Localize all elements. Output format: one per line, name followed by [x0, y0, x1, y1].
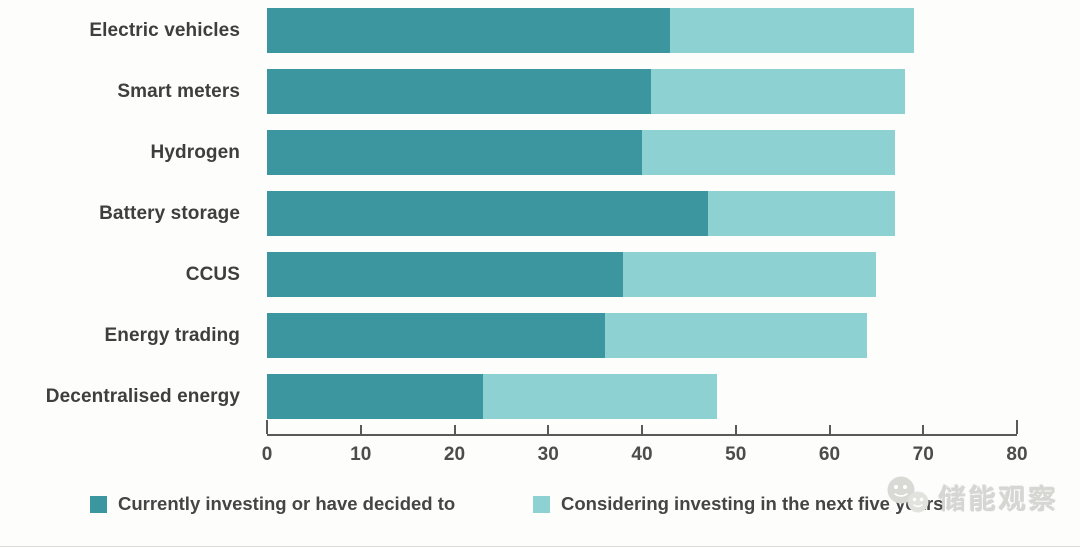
axis-tick-label: 50	[725, 444, 747, 465]
axis-tick	[922, 425, 925, 434]
bar-track	[267, 8, 914, 53]
axis-end-cap	[266, 420, 268, 434]
legend-item-considering-investing: Considering investing in the next five y…	[533, 490, 943, 518]
bar-segment-currently-investing	[267, 191, 708, 236]
bottom-edge-line	[0, 546, 1080, 547]
category-label: Decentralised energy	[45, 386, 240, 407]
axis-tick-label: 60	[818, 444, 841, 465]
bar-track	[267, 69, 905, 114]
bar-row: Battery storage	[0, 191, 1080, 236]
bar-segment-currently-investing	[267, 313, 605, 358]
bar-track	[267, 374, 717, 419]
bar-segment-considering-investing	[707, 191, 896, 236]
bar-row: Energy trading	[0, 313, 1080, 358]
axis-tick	[453, 425, 456, 434]
category-label: CCUS	[185, 264, 240, 285]
axis-tick	[828, 425, 831, 434]
category-label: Smart meters	[117, 81, 240, 102]
category-label: Energy trading	[104, 325, 240, 346]
legend-item-currently-investing: Currently investing or have decided to	[90, 490, 455, 518]
bar-segment-currently-investing	[267, 130, 642, 175]
legend-label-currently-investing: Currently investing or have decided to	[118, 493, 456, 514]
bar-segment-considering-investing	[642, 130, 896, 175]
legend-swatch-currently-investing	[90, 495, 107, 513]
x-axis: 0 10 20 30 40 50 60 70 80	[262, 420, 1028, 476]
axis-tick	[641, 425, 643, 434]
axis-tick-label: 80	[1006, 444, 1028, 465]
axis-tick-label: 0	[261, 444, 273, 465]
bar-track	[267, 130, 896, 175]
bar-segment-considering-investing	[670, 8, 914, 53]
axis-tick-label: 10	[350, 444, 372, 465]
legend-label-considering-investing: Considering investing in the next five y…	[561, 493, 944, 514]
axis-tick-label: 40	[631, 444, 653, 465]
bar-track	[267, 252, 877, 297]
bar-row: Electric vehicles	[0, 8, 1080, 53]
bar-row: Hydrogen	[0, 130, 1080, 175]
axis-tick-label: 30	[537, 444, 559, 465]
x-axis-line	[267, 434, 1017, 436]
axis-end-cap	[1016, 420, 1018, 434]
category-label: Hydrogen	[150, 142, 240, 163]
category-label: Electric vehicles	[89, 20, 240, 41]
bar-segment-considering-investing	[482, 374, 717, 419]
bar-row: Decentralised energy	[0, 374, 1080, 419]
chart-rows: Electric vehicles Smart meters Hydrogen Bat…	[0, 8, 1080, 419]
bar-segment-currently-investing	[267, 69, 652, 114]
bar-segment-considering-investing	[604, 313, 867, 358]
legend: Currently investing or have decided to C…	[0, 490, 1080, 518]
bar-segment-considering-investing	[651, 69, 905, 114]
bar-track	[267, 313, 867, 358]
bar-segment-considering-investing	[623, 252, 877, 297]
legend-swatch-considering-investing	[533, 495, 550, 513]
axis-tick	[359, 425, 362, 434]
bar-row: Smart meters	[0, 69, 1080, 114]
axis-tick	[547, 425, 550, 434]
category-label: Battery storage	[99, 203, 240, 224]
axis-tick	[734, 425, 737, 434]
axis-tick-label: 70	[912, 444, 934, 465]
axis-tick-label: 20	[443, 444, 466, 465]
bar-segment-currently-investing	[267, 8, 671, 53]
bar-track	[267, 191, 896, 236]
bar-row: CCUS	[0, 252, 1080, 297]
bar-segment-currently-investing	[267, 374, 483, 419]
bar-segment-currently-investing	[267, 252, 624, 297]
